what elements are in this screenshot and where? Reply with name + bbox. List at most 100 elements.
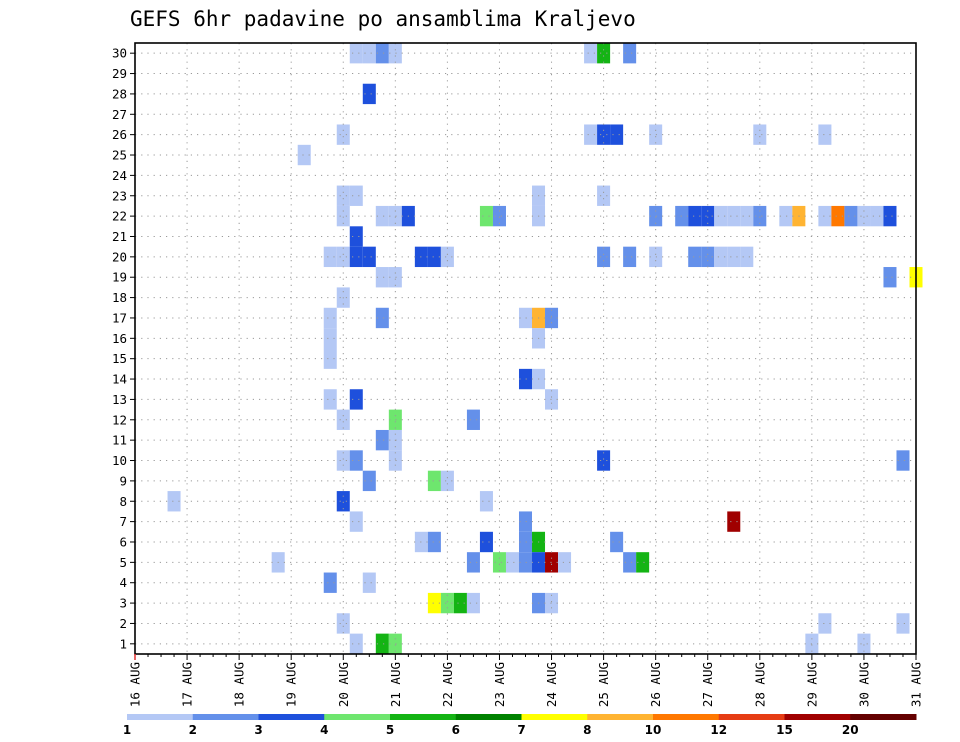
precip-cell (323, 246, 337, 268)
legend-label: 3 (254, 723, 262, 737)
precip-cell (349, 226, 363, 247)
precip-cell (375, 307, 389, 329)
precip-cell (740, 205, 754, 227)
precip-cell (349, 450, 363, 471)
precip-cell (896, 613, 910, 634)
precip-cell (896, 450, 910, 471)
precip-cell (518, 368, 533, 390)
precip-cell (349, 389, 363, 410)
precip-cell (857, 633, 871, 654)
precip-cell (623, 246, 637, 268)
x-tick-label: 27 AUG (700, 662, 715, 707)
y-tick-label: 29 (112, 66, 127, 81)
y-axis: 1234567891011121314151617181920212223242… (112, 46, 135, 651)
y-tick-label: 18 (112, 290, 127, 305)
legend-label: 10 (645, 723, 662, 737)
precip-cell (818, 124, 832, 145)
x-tick-label: 23 AUG (492, 662, 507, 707)
precip-cell (479, 531, 493, 553)
precip-cell (336, 124, 350, 145)
precip-cell (349, 43, 363, 64)
precip-cell (375, 205, 389, 227)
y-tick-label: 23 (112, 188, 127, 203)
precip-cell (740, 246, 754, 268)
precip-cell (336, 613, 350, 634)
precip-cell (688, 205, 702, 227)
y-tick-label: 14 (112, 372, 127, 387)
legend-label: 1 (123, 723, 131, 737)
legend-swatch (653, 714, 720, 720)
precip-cell (558, 552, 572, 573)
y-tick-label: 19 (112, 270, 127, 285)
x-tick-label: 21 AUG (388, 662, 403, 707)
y-tick-label: 2 (119, 616, 127, 631)
precip-cell (362, 470, 376, 492)
y-tick-label: 13 (112, 392, 127, 407)
precip-cell (727, 246, 741, 268)
precip-cell (323, 572, 337, 593)
x-tick-label: 25 AUG (596, 662, 611, 707)
legend-swatch (324, 714, 391, 720)
precip-cell (623, 43, 637, 64)
y-tick-label: 7 (119, 514, 127, 529)
legend-label: 12 (710, 723, 727, 737)
precip-cell (505, 552, 519, 573)
precip-cell (297, 144, 311, 166)
y-tick-label: 28 (112, 86, 127, 101)
precip-cell (323, 389, 337, 410)
precip-cell (323, 307, 337, 329)
legend-swatch (455, 714, 522, 720)
x-tick-label: 20 AUG (336, 662, 351, 707)
precip-cell (597, 185, 611, 206)
precip-cell (714, 246, 728, 268)
legend-swatch (850, 714, 917, 720)
color-legend: 1 2 3 4 5 6 7 8 10 12 15 20 (123, 714, 917, 737)
x-tick-label: 26 AUG (648, 662, 663, 707)
legend-swatch (587, 714, 654, 720)
precip-cell (375, 43, 389, 64)
precip-cell (336, 185, 350, 206)
legend-swatch (258, 714, 325, 720)
precip-cell (597, 124, 611, 145)
y-tick-label: 16 (112, 331, 127, 346)
precip-cell (649, 246, 663, 268)
dotted-grid (135, 43, 916, 654)
precip-cell (584, 43, 598, 64)
precip-cell (336, 246, 350, 268)
precip-cell (727, 205, 741, 227)
precip-cell (857, 205, 871, 227)
precip-cell (844, 205, 858, 227)
y-tick-label: 15 (112, 351, 127, 366)
y-tick-label: 21 (112, 229, 127, 244)
legend-label: 4 (320, 723, 328, 737)
x-tick-label: 31 AUG (909, 662, 924, 707)
precip-cell (466, 592, 480, 614)
y-tick-label: 17 (112, 310, 127, 325)
precip-cell (336, 205, 350, 227)
precip-cell (623, 552, 637, 573)
precip-cell (336, 491, 350, 512)
x-axis: 16 AUG 17 AUG 18 AUG 19 AUG 20 AUG 21 AUG 22 A… (128, 654, 924, 707)
precip-cell (362, 246, 376, 268)
legend-swatch (192, 714, 259, 720)
precip-cell (427, 470, 441, 492)
precip-cell (167, 491, 181, 512)
precip-cell (336, 450, 350, 471)
precip-cell (349, 185, 363, 206)
y-tick-label: 22 (112, 209, 127, 224)
precip-cell (636, 552, 650, 573)
precip-cell (479, 205, 493, 227)
x-tick-label: 29 AUG (804, 662, 819, 707)
y-tick-label: 24 (112, 168, 127, 183)
precip-cell (753, 205, 767, 227)
precip-cell (727, 511, 741, 532)
y-tick-label: 26 (112, 127, 127, 142)
precip-cell (649, 124, 663, 145)
y-tick-label: 25 (112, 148, 127, 163)
y-tick-label: 12 (112, 412, 127, 427)
x-tick-label: 24 AUG (544, 662, 559, 707)
precip-cell (597, 246, 611, 268)
precip-cell (336, 409, 350, 430)
legend-swatch (718, 714, 785, 720)
precip-cell (362, 83, 376, 105)
